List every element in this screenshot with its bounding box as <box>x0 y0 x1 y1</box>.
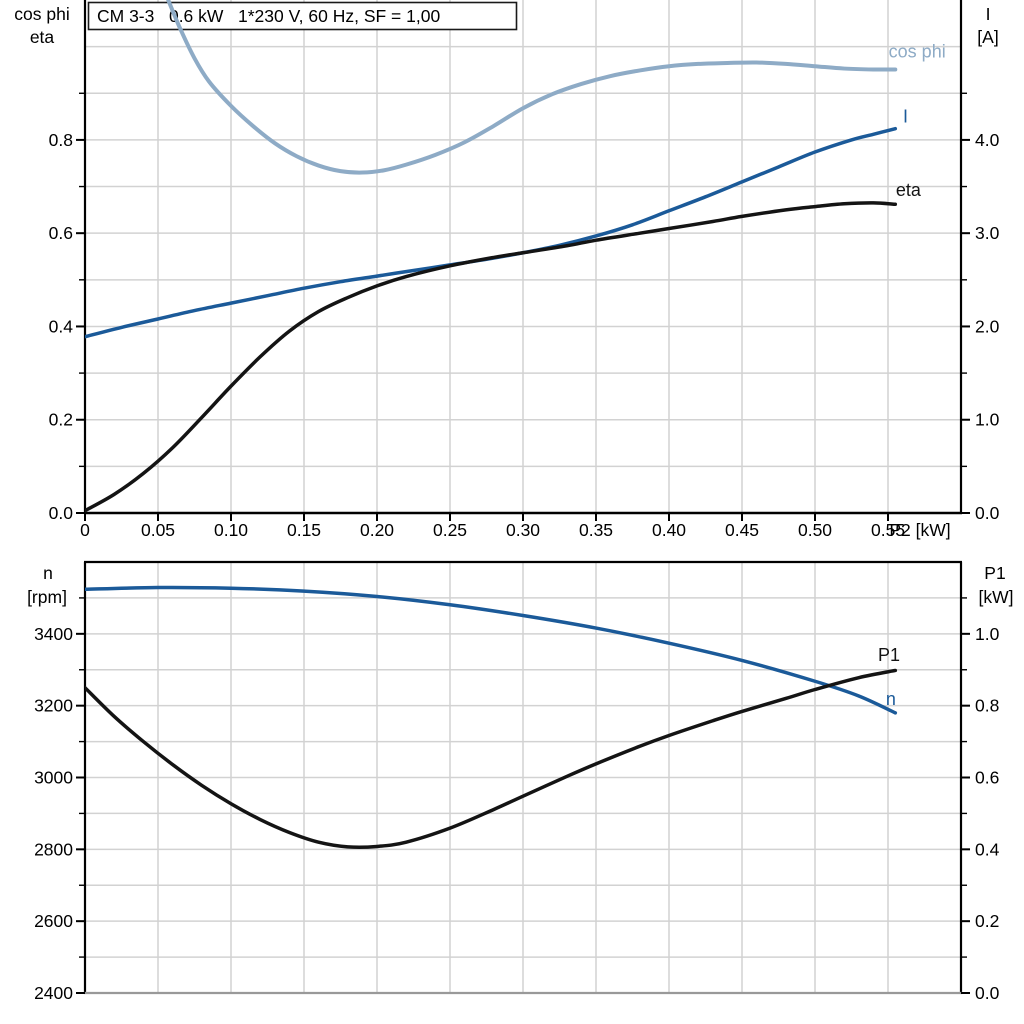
y-left-tick-label: 2400 <box>34 983 73 1003</box>
axis-titles: n [rpm] P1 [kW] <box>27 563 1013 607</box>
y-left-tick-label: 0.0 <box>49 503 74 523</box>
y-right-axis-title: [kW] <box>979 587 1014 607</box>
x-tick-label: 0.30 <box>506 520 540 540</box>
chart-title-box: CM 3-3 0.6 kW 1*230 V, 60 Hz, SF = 1,00 <box>87 1 518 31</box>
curve-label-eta: eta <box>896 180 922 200</box>
gridlines <box>85 0 961 513</box>
x-tick-label: 0 <box>80 520 90 540</box>
y-right-tick-label: 2.0 <box>975 316 1000 336</box>
axis-titles: cos phi eta I [A] <box>14 4 998 47</box>
curves <box>85 0 898 513</box>
y-right-tick-label: 0.4 <box>975 839 1000 859</box>
curve-label-cos-phi: cos phi <box>889 41 946 61</box>
y-right-tick-label: 0.6 <box>975 768 999 788</box>
curve-label-p1: P1 <box>878 645 900 665</box>
y-right-tick-label: 1.0 <box>975 624 1000 644</box>
y-right-axis-title: [A] <box>977 27 998 47</box>
x-tick-label: 0.40 <box>652 520 686 540</box>
curve-cos-phi <box>166 0 898 175</box>
y-right-axis-title: I <box>986 4 991 24</box>
y-left-tick-label: 0.6 <box>49 223 73 243</box>
y-left-tick-label: 3000 <box>34 768 73 788</box>
x-tick-label: 0.35 <box>579 520 613 540</box>
curve-p1 <box>85 668 898 849</box>
tick-labels: 0.0 0.2 0.4 0.6 0.8 0.0 1.0 2.0 3.0 4.0 0 0.05 0.10 0… <box>49 130 1000 540</box>
y-right-tick-label: 4.0 <box>975 130 1000 150</box>
curve-label-n: n <box>886 689 896 709</box>
y-left-tick-label: 0.2 <box>49 410 73 430</box>
y-right-tick-label: 1.0 <box>975 410 1000 430</box>
y-right-axis-title: P1 <box>984 563 1005 583</box>
curve-n <box>85 585 898 715</box>
y-right-tick-label: 0.0 <box>975 983 1000 1003</box>
tick-labels: 2400 2600 2800 3000 3200 3400 0.0 0.2 0.4 0.6 0.8 1… <box>34 624 1000 1003</box>
y-left-axis-title: cos phi <box>14 4 69 24</box>
x-tick-label: 0.05 <box>141 520 175 540</box>
gridlines <box>85 562 961 993</box>
ticks <box>76 597 970 994</box>
y-left-axis-title: n <box>43 563 53 583</box>
x-tick-label: 0.25 <box>433 520 467 540</box>
y-right-tick-label: 0.2 <box>975 911 999 931</box>
curves <box>85 585 898 849</box>
x-axis-label: P2 [kW] <box>889 520 950 540</box>
y-left-tick-label: 3400 <box>34 624 73 644</box>
y-left-axis-title: [rpm] <box>27 587 67 607</box>
top-chart: 0.0 0.2 0.4 0.6 0.8 0.0 1.0 2.0 3.0 4.0 0 0.05 0.10 0… <box>14 0 1000 540</box>
ticks <box>76 92 970 521</box>
y-left-tick-label: 0.8 <box>49 130 73 150</box>
x-tick-label: 0.45 <box>725 520 759 540</box>
y-left-tick-label: 0.4 <box>49 316 74 336</box>
chart-title: CM 3-3 0.6 kW 1*230 V, 60 Hz, SF = 1,00 <box>97 6 440 26</box>
x-tick-label: 0.20 <box>360 520 394 540</box>
x-tick-label: 0.10 <box>214 520 248 540</box>
title-box-frame <box>87 1 518 31</box>
y-right-tick-label: 0.0 <box>975 503 1000 523</box>
curve-eta <box>85 201 898 513</box>
y-right-tick-label: 3.0 <box>975 223 1000 243</box>
x-tick-label: 0.50 <box>798 520 832 540</box>
y-left-tick-label: 2600 <box>34 911 73 931</box>
x-tick-label: 0.15 <box>287 520 321 540</box>
y-left-axis-title: eta <box>30 27 55 47</box>
y-left-tick-label: 2800 <box>34 839 73 859</box>
curve-labels: n P1 <box>878 645 900 709</box>
bottom-chart: 2400 2600 2800 3000 3200 3400 0.0 0.2 0.4 0.6 0.8 1… <box>27 560 1014 1003</box>
y-left-tick-label: 3200 <box>34 696 73 716</box>
curve-label-i: I <box>903 107 908 127</box>
x-tick-label: 0.55 <box>871 520 905 540</box>
y-right-tick-label: 0.8 <box>975 696 999 716</box>
